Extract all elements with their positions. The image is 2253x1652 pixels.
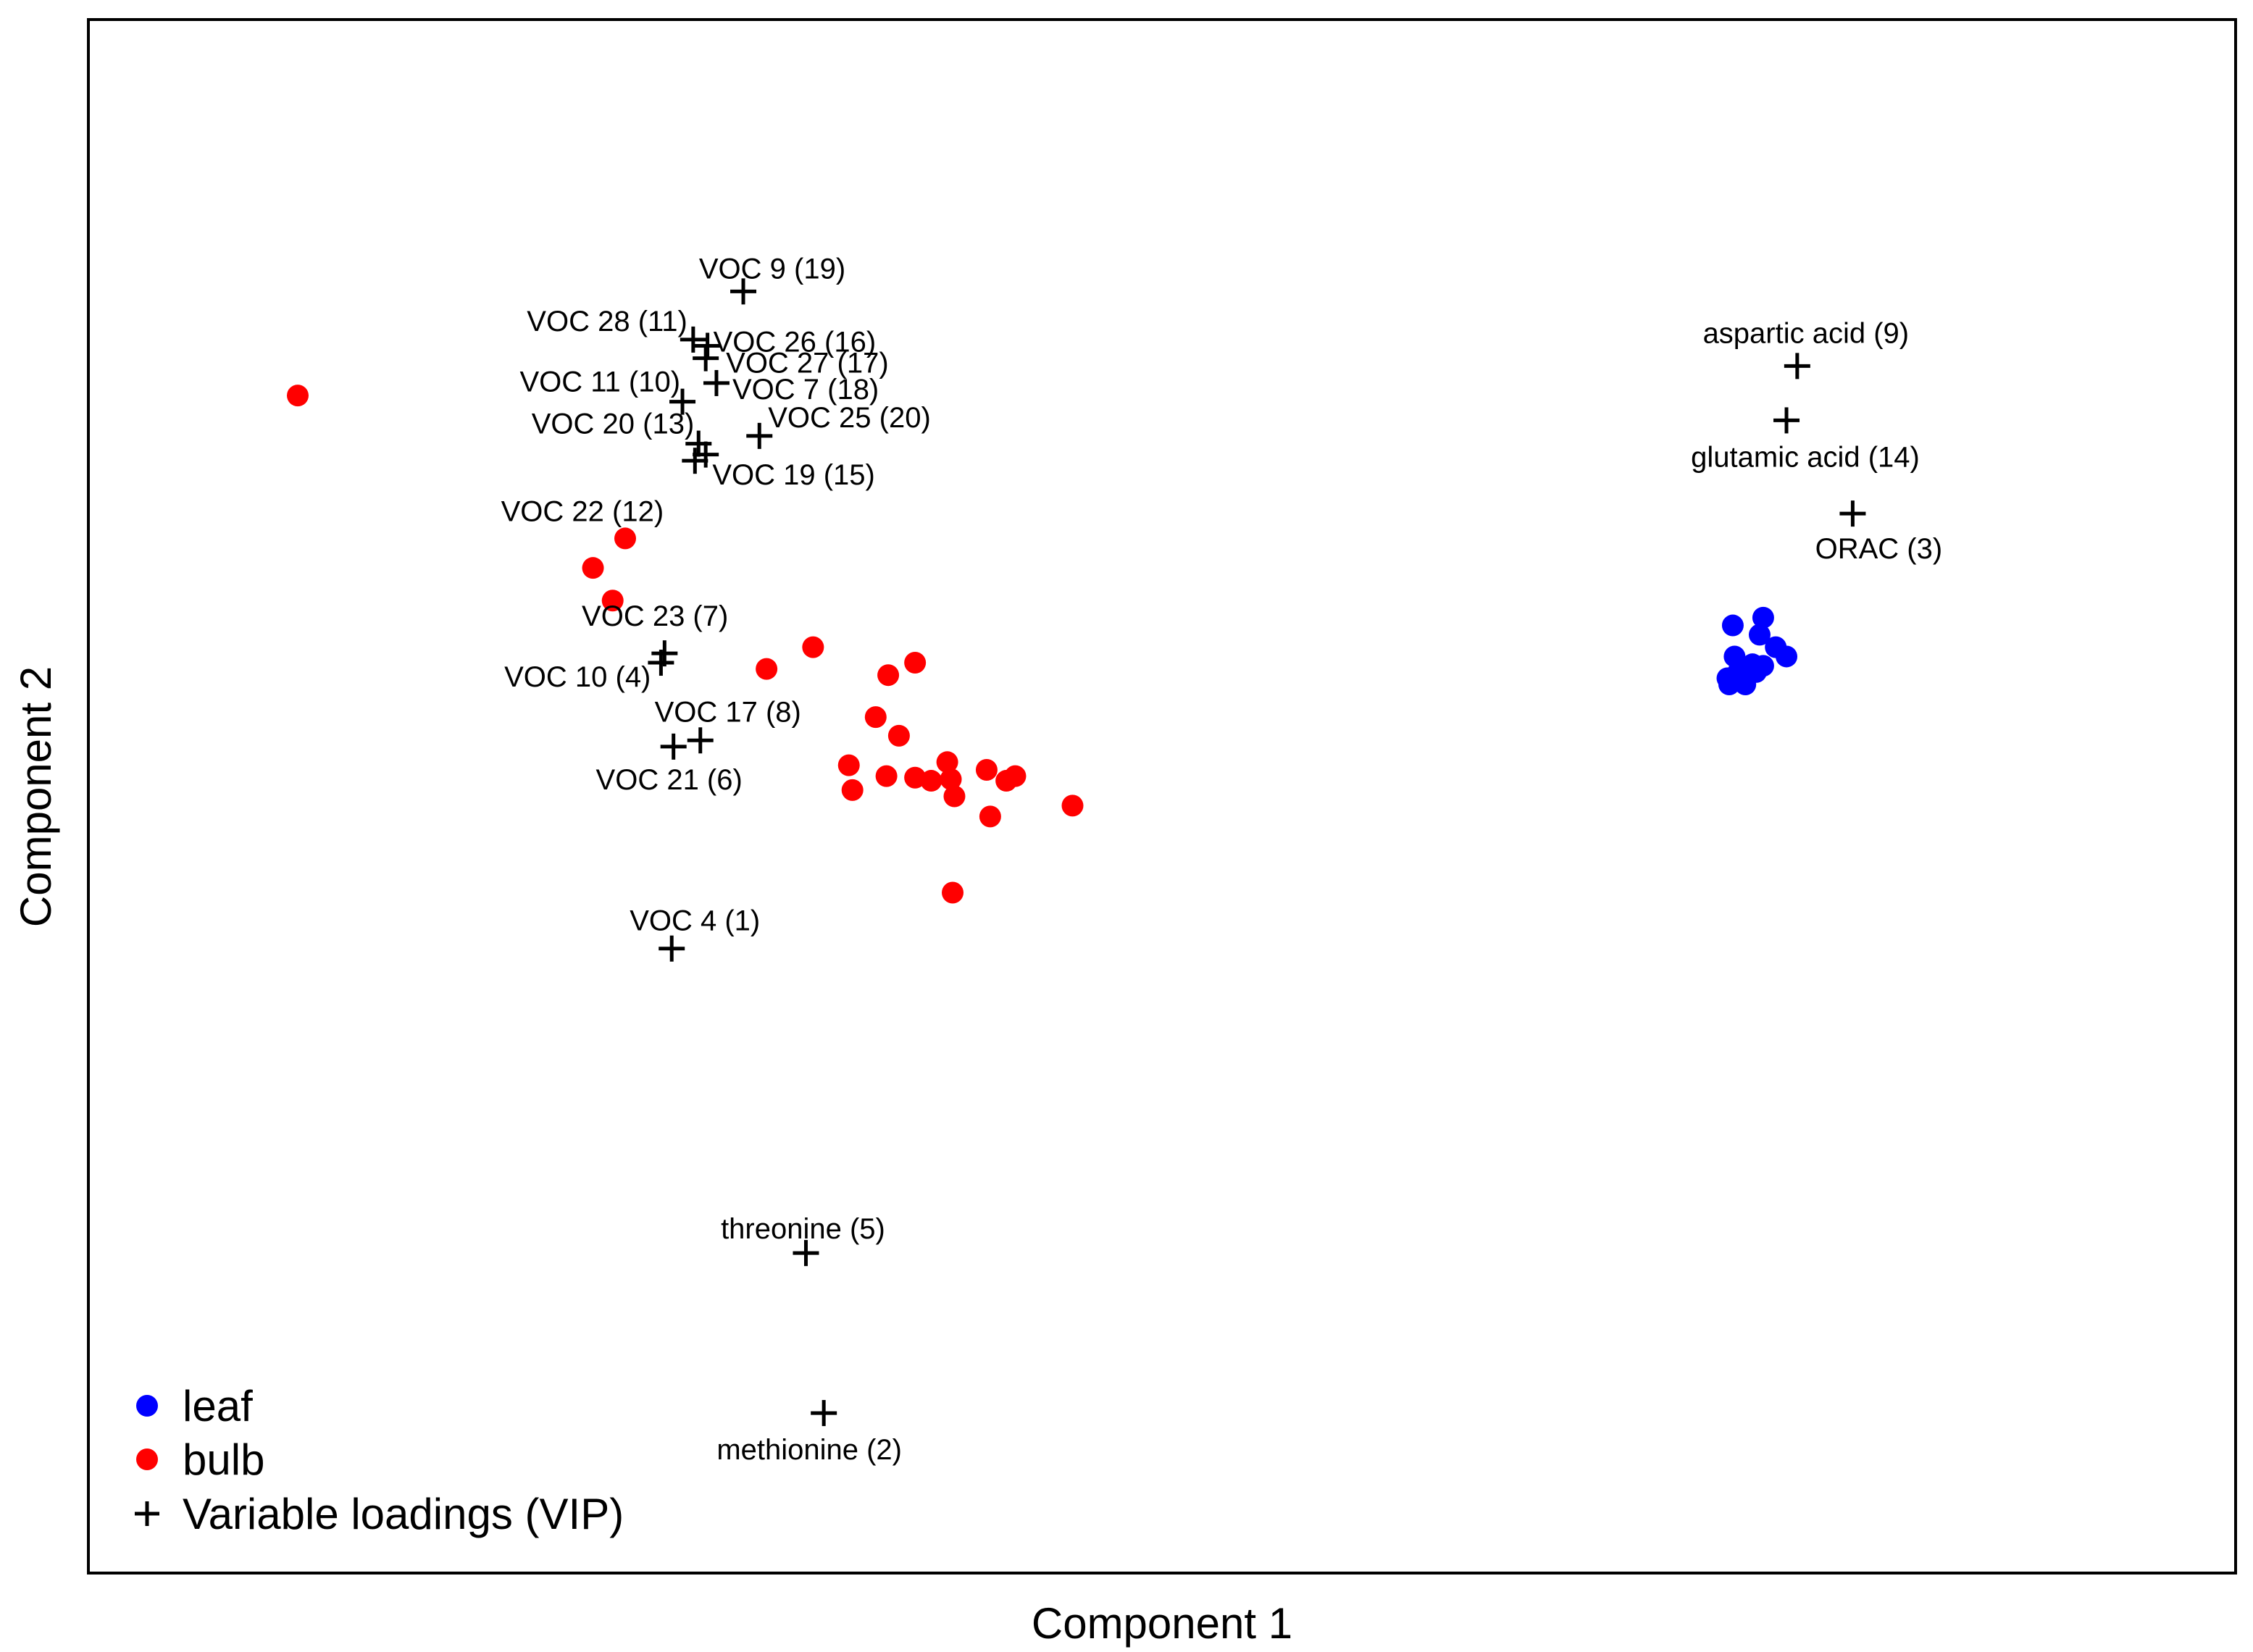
plot-frame (87, 18, 2237, 1575)
bulb-point (975, 759, 998, 781)
loading-label-voc-4-1: VOC 4 (1) (630, 905, 760, 937)
loading-label-voc-20-13: VOC 20 (13) (532, 408, 695, 440)
bulb-point (942, 881, 964, 904)
leaf-point (1776, 645, 1798, 668)
loading-marker-voc-25-20 (746, 422, 773, 449)
bulb-point (841, 779, 864, 801)
loading-label-voc-17-8: VOC 17 (8) (655, 696, 801, 728)
loading-marker-orac-3 (1839, 500, 1866, 527)
loading-label-aspartic-acid-9: aspartic acid (9) (1703, 317, 1910, 349)
leaf-point (1725, 667, 1747, 689)
legend-loadings-marker (135, 1501, 159, 1526)
bulb-point (920, 770, 942, 792)
legend-loadings-label: Variable loadings (VIP) (183, 1490, 624, 1538)
loading-marker-glutamic-acid-14 (1773, 407, 1800, 434)
leaf-point (1752, 606, 1774, 629)
bulb-point (887, 724, 910, 747)
loadings-layer: VOC 9 (19) VOC 28 (11) VOC 26 (16)VOC 27 (… (501, 253, 1943, 1466)
y-axis-label: Component 2 (12, 666, 60, 927)
bulb-point (286, 385, 309, 407)
legend-leaf-marker (136, 1395, 158, 1417)
loading-label-voc-11-10: VOC 11 (10) (519, 366, 680, 398)
loading-marker-aspartic-acid-9 (1784, 353, 1810, 380)
bulb-point (756, 658, 778, 680)
loading-label-glutamic-acid-14: glutamic acid (14) (1691, 441, 1920, 473)
loading-label-threonine-5: threonine (5) (721, 1213, 885, 1245)
bulb-point (601, 590, 624, 612)
loading-marker-voc-22-12 (693, 441, 719, 468)
bulb-point (875, 765, 898, 787)
data-points-layer (286, 385, 1798, 904)
bulb-point (940, 768, 962, 790)
bulb-point (943, 785, 966, 808)
loading-marker-voc-21-6 (660, 733, 687, 760)
loading-marker-voc-11-10 (669, 388, 696, 415)
bulb-point (877, 664, 900, 687)
bulb-point (1004, 765, 1027, 787)
bulb-point (614, 527, 636, 550)
loading-label-voc-25-20: VOC 25 (20) (768, 402, 931, 434)
bulb-point (904, 766, 927, 789)
legend-bulb-label: bulb (183, 1435, 264, 1484)
loading-marker-methionine-2 (811, 1400, 837, 1427)
x-axis-label: Component 1 (1032, 1599, 1292, 1648)
loading-label-voc-7-18: VOC 7 (18) (732, 374, 879, 406)
loading-marker-voc-17-8 (687, 727, 714, 754)
bulb-point (1061, 794, 1084, 817)
bulb-point (979, 805, 1001, 828)
loading-label-voc-22-12: VOC 22 (12) (501, 496, 664, 528)
bulb-point (904, 652, 927, 674)
loading-marker-voc-19-15 (682, 448, 708, 474)
loading-marker-voc-10-4 (648, 650, 674, 676)
loading-label-methionine-2: methionine (2) (716, 1434, 902, 1466)
loading-marker-threonine-5 (793, 1240, 819, 1267)
leaf-point (1748, 624, 1771, 646)
bulb-point (864, 706, 887, 729)
legend-leaf-label: leaf (183, 1382, 253, 1430)
loading-marker-voc-9-19 (730, 278, 757, 305)
legend: leaf bulb Variable loadings (VIP) (135, 1382, 624, 1538)
loading-label-voc-28-11: VOC 28 (11) (527, 306, 687, 337)
bulb-point (837, 754, 860, 776)
loading-label-voc-9-19: VOC 9 (19) (699, 253, 845, 285)
loading-marker-voc-4-1 (659, 935, 685, 962)
loading-label-voc-19-15: VOC 19 (15) (712, 459, 875, 491)
loading-marker-voc-27-17 (693, 345, 719, 372)
loading-label-voc-27-17: VOC 27 (17) (726, 348, 889, 380)
loading-label-orac-3: ORAC (3) (1815, 533, 1943, 565)
bulb-point (582, 557, 604, 579)
loading-marker-voc-28-11 (680, 326, 706, 353)
loading-label-voc-26-16: VOC 26 (16) (714, 326, 877, 358)
leaf-point (1721, 614, 1744, 637)
bulb-point (936, 751, 958, 773)
bulb-point (802, 636, 824, 658)
loading-label-voc-10-4: VOC 10 (4) (504, 661, 651, 693)
loading-label-voc-23-7: VOC 23 (7) (582, 600, 728, 632)
loading-marker-voc-7-18 (703, 369, 730, 396)
legend-bulb-marker (136, 1448, 158, 1470)
loading-label-voc-21-6: VOC 21 (6) (596, 764, 743, 796)
